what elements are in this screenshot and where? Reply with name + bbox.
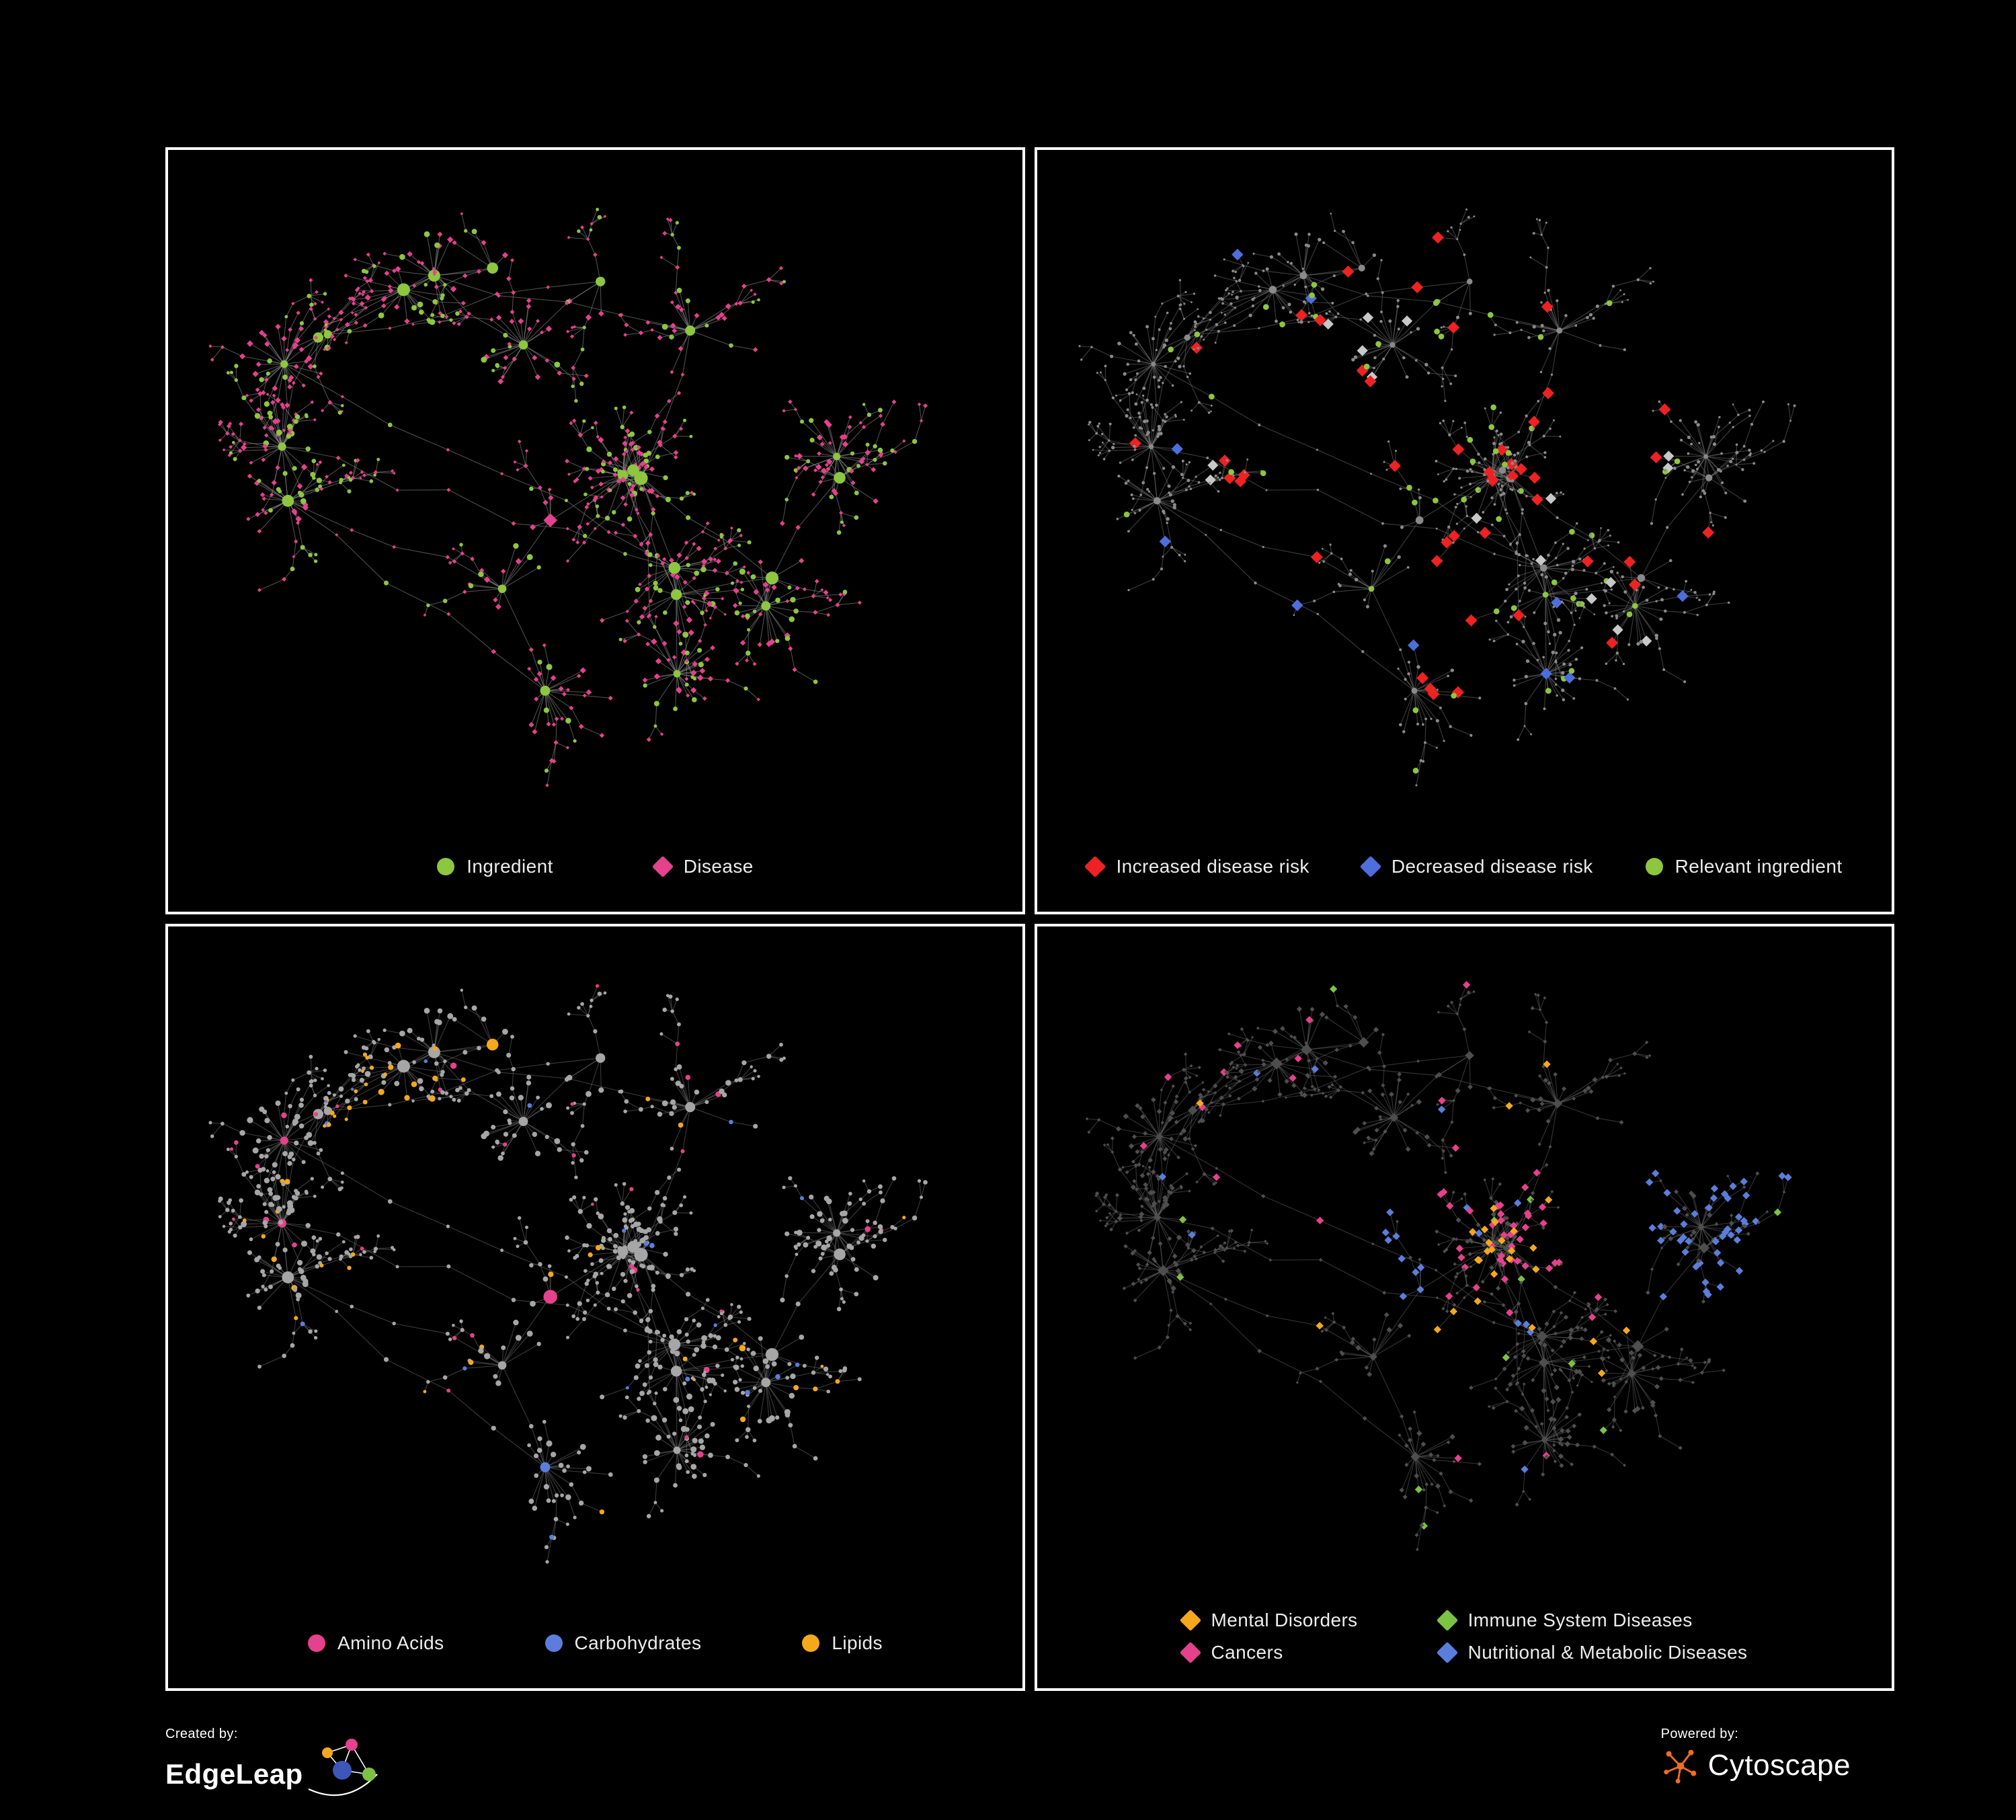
edgeleap-row: EdgeLeap <box>165 1739 389 1803</box>
legend-item: Cancers <box>1179 1641 1358 1664</box>
panels-grid: Ingredient Disease Increased disease ris… <box>165 147 1894 1691</box>
network-graph-nutrient-classes <box>208 984 928 1564</box>
lipids-swatch-icon <box>802 1634 820 1652</box>
legend-item: Immune System Diseases <box>1436 1609 1748 1632</box>
edgeleap-logo-icon <box>308 1739 378 1796</box>
legend-label: Amino Acids <box>337 1632 444 1653</box>
legend-label: Mental Disorders <box>1211 1610 1358 1630</box>
amino-acids-swatch-icon <box>308 1634 326 1652</box>
legend-label: Increased disease risk <box>1116 856 1309 877</box>
created-by-label: Created by: <box>165 1727 238 1741</box>
network-graph-disease-classes <box>1085 981 1792 1552</box>
legend-item: Lipids <box>802 1632 883 1654</box>
graph-edges <box>210 209 926 786</box>
graph-nodes <box>208 984 928 1564</box>
cytoscape-wordmark: Cytoscape <box>1707 1749 1851 1782</box>
increased-risk-swatch-icon <box>1084 855 1106 878</box>
edgeleap-wordmark: EdgeLeap <box>165 1758 303 1790</box>
legend-item: Disease <box>651 855 754 878</box>
legend-item: Mental Disorders <box>1179 1609 1358 1632</box>
legend-disease-classes: Mental Disorders Immune System Diseases … <box>1037 1602 1892 1688</box>
decreased-risk-swatch-icon <box>1359 855 1382 878</box>
legend-label: Disease <box>683 856 754 877</box>
legend-item: Carbohydrates <box>545 1632 702 1654</box>
nutritional-metabolic-swatch-icon <box>1436 1641 1458 1664</box>
legend-label: Nutritional & Metabolic Diseases <box>1467 1642 1748 1663</box>
legend-label: Lipids <box>832 1632 883 1653</box>
legend-label: Relevant ingredient <box>1675 856 1843 877</box>
cytoscape-brand: Powered by: <box>1661 1727 1851 1785</box>
legend-nutrient-classes: Amino Acids Carbohydrates Lipids <box>168 1616 1022 1688</box>
panel-ingredient-disease: Ingredient Disease <box>165 147 1025 914</box>
graph-edges <box>210 986 926 1562</box>
footer: Created by: EdgeLeap <box>165 1727 1851 1814</box>
legend-item: Decreased disease risk <box>1359 855 1593 878</box>
edgeleap-brand: Created by: EdgeLeap <box>165 1727 389 1803</box>
ingredient-swatch-icon <box>437 858 455 875</box>
graph-nodes <box>1078 208 1796 787</box>
cytoscape-logo-icon <box>1663 1749 1697 1784</box>
disease-swatch-icon <box>651 855 674 878</box>
cytoscape-row: Cytoscape <box>1661 1746 1851 1785</box>
legend-item: Relevant ingredient <box>1645 856 1843 877</box>
legend-item: Increased disease risk <box>1084 855 1309 878</box>
carbohydrates-swatch-icon <box>545 1634 563 1652</box>
graph-edges <box>1087 984 1789 1550</box>
network-graph-ingredient-disease <box>208 208 928 787</box>
legend-item: Ingredient <box>437 856 553 877</box>
powered-by-label: Powered by: <box>1660 1727 1739 1741</box>
legend-item: Amino Acids <box>308 1632 444 1654</box>
legend-label: Ingredient <box>467 856 553 877</box>
panel-disease-classes: Mental Disorders Immune System Diseases … <box>1035 924 1894 1691</box>
legend-label: Decreased disease risk <box>1391 856 1593 877</box>
network-graph-disease-risk <box>1078 208 1796 787</box>
legend-label: Cancers <box>1211 1642 1283 1663</box>
legend-ingredient-disease: Ingredient Disease <box>168 839 1022 912</box>
panel-nutrient-classes: Amino Acids Carbohydrates Lipids <box>165 924 1025 1691</box>
mental-disorders-swatch-icon <box>1179 1609 1201 1632</box>
legend-item: Nutritional & Metabolic Diseases <box>1436 1641 1748 1664</box>
legend-label: Carbohydrates <box>574 1632 702 1653</box>
legend-label: Immune System Diseases <box>1467 1610 1693 1630</box>
immune-diseases-swatch-icon <box>1436 1609 1458 1632</box>
graph-edges <box>1079 209 1796 786</box>
graph-nodes <box>1085 981 1792 1552</box>
panel-disease-risk: Increased disease risk Decreased disease… <box>1035 147 1894 914</box>
legend-disease-risk: Increased disease risk Decreased disease… <box>1037 839 1892 912</box>
cancers-swatch-icon <box>1179 1641 1201 1664</box>
relevant-ingredient-swatch-icon <box>1645 858 1663 875</box>
